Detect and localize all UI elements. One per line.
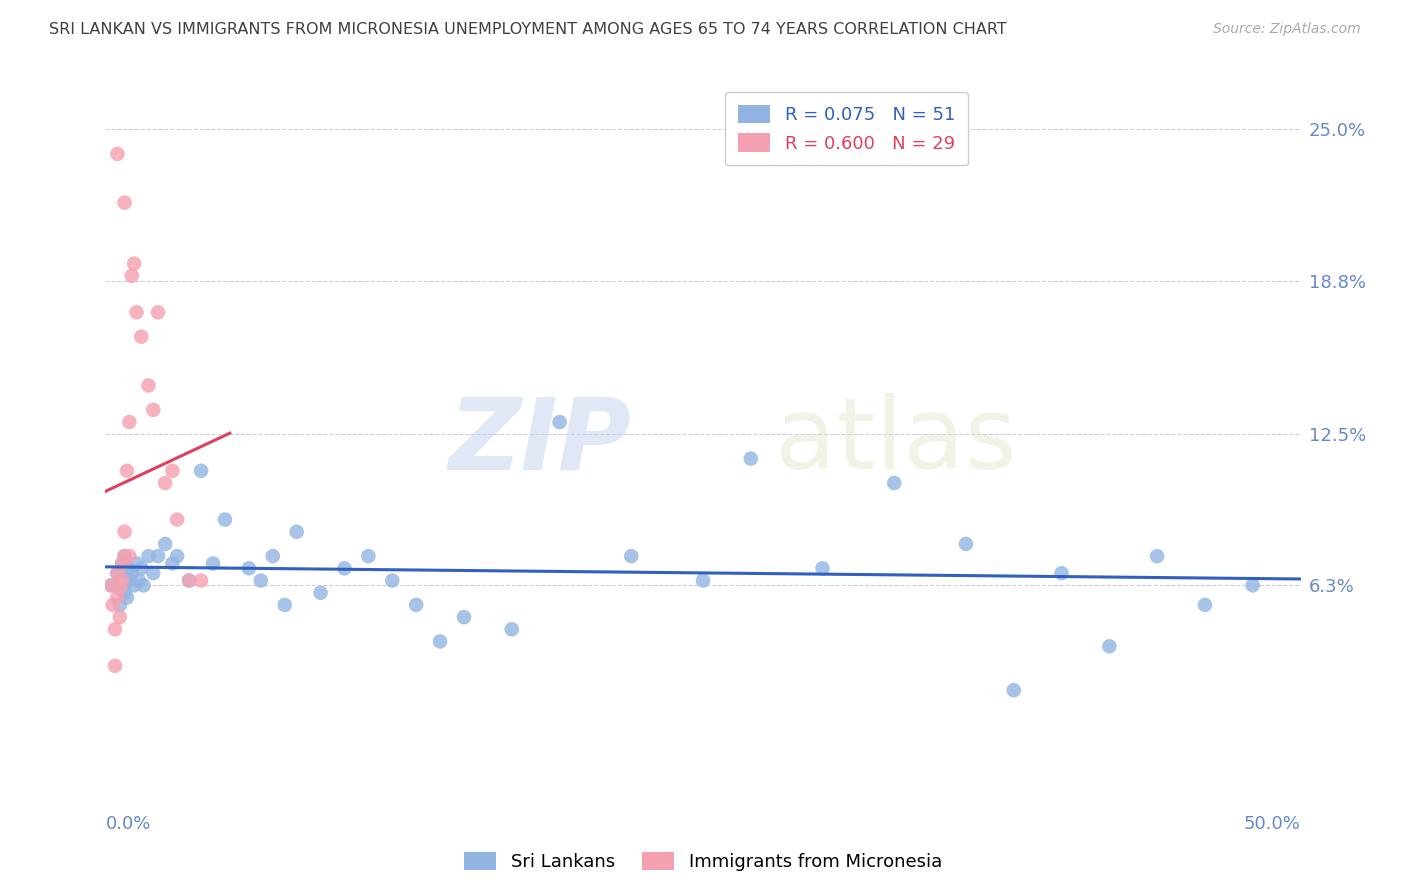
Point: [107, 146, 129, 161]
Point: [128, 574, 150, 588]
Point: [107, 566, 129, 581]
Point: [121, 566, 143, 581]
Point: [108, 598, 131, 612]
Text: 50.0%: 50.0%: [1244, 814, 1301, 832]
Point: [142, 566, 165, 581]
Point: [153, 537, 177, 551]
Point: [118, 415, 141, 429]
Point: [1050, 566, 1073, 581]
Point: [101, 598, 124, 612]
Text: 0.0%: 0.0%: [105, 814, 150, 832]
Point: [177, 574, 201, 588]
Text: ZIP: ZIP: [449, 393, 631, 490]
Point: [405, 598, 427, 612]
Point: [1146, 549, 1168, 563]
Point: [202, 557, 225, 571]
Legend: R = 0.075   N = 51, R = 0.600   N = 29: R = 0.075 N = 51, R = 0.600 N = 29: [725, 92, 967, 165]
Point: [955, 537, 977, 551]
Point: [118, 574, 141, 588]
Point: [166, 549, 188, 563]
Point: [114, 549, 136, 563]
Point: [1002, 683, 1025, 698]
Point: [125, 305, 148, 319]
Point: [250, 574, 273, 588]
Point: [122, 256, 145, 270]
Point: [381, 574, 404, 588]
Point: [333, 561, 356, 575]
Point: [548, 415, 571, 429]
Point: [262, 549, 284, 563]
Point: [1098, 640, 1121, 654]
Point: [122, 578, 145, 592]
Point: [118, 561, 141, 575]
Point: [214, 512, 236, 526]
Point: [453, 610, 475, 624]
Point: [692, 574, 714, 588]
Legend: Sri Lankans, Immigrants from Micronesia: Sri Lankans, Immigrants from Micronesia: [457, 845, 949, 879]
Point: [273, 598, 295, 612]
Point: [125, 557, 148, 571]
Point: [111, 557, 134, 571]
Point: [146, 305, 169, 319]
Text: atlas: atlas: [775, 393, 1017, 490]
Point: [138, 549, 160, 563]
Point: [114, 585, 136, 599]
Point: [104, 658, 127, 673]
Point: [114, 549, 136, 563]
Point: [620, 549, 643, 563]
Point: [129, 561, 153, 575]
Point: [190, 574, 212, 588]
Point: [111, 557, 134, 571]
Point: [166, 512, 188, 526]
Text: Source: ZipAtlas.com: Source: ZipAtlas.com: [1213, 22, 1361, 37]
Point: [101, 578, 124, 592]
Point: [114, 524, 136, 539]
Point: [146, 549, 169, 563]
Point: [132, 578, 155, 592]
Point: [285, 524, 308, 539]
Point: [129, 329, 153, 343]
Point: [190, 464, 212, 478]
Point: [740, 451, 762, 466]
Point: [118, 549, 141, 563]
Point: [104, 622, 127, 636]
Point: [121, 268, 143, 283]
Point: [883, 475, 905, 490]
Point: [111, 574, 134, 588]
Point: [357, 549, 380, 563]
Point: [108, 581, 131, 595]
Point: [238, 561, 260, 575]
Point: [309, 585, 332, 599]
Point: [153, 475, 177, 490]
Text: SRI LANKAN VS IMMIGRANTS FROM MICRONESIA UNEMPLOYMENT AMONG AGES 65 TO 74 YEARS : SRI LANKAN VS IMMIGRANTS FROM MICRONESIA…: [49, 22, 1007, 37]
Point: [1241, 578, 1264, 592]
Point: [108, 610, 131, 624]
Point: [162, 464, 184, 478]
Point: [115, 464, 138, 478]
Point: [98, 578, 121, 592]
Point: [107, 566, 129, 581]
Point: [138, 378, 160, 392]
Point: [115, 591, 138, 605]
Point: [142, 402, 165, 417]
Point: [429, 634, 451, 648]
Point: [1194, 598, 1216, 612]
Point: [114, 195, 136, 210]
Point: [811, 561, 834, 575]
Point: [162, 557, 184, 571]
Point: [177, 574, 201, 588]
Point: [501, 622, 523, 636]
Point: [107, 591, 129, 605]
